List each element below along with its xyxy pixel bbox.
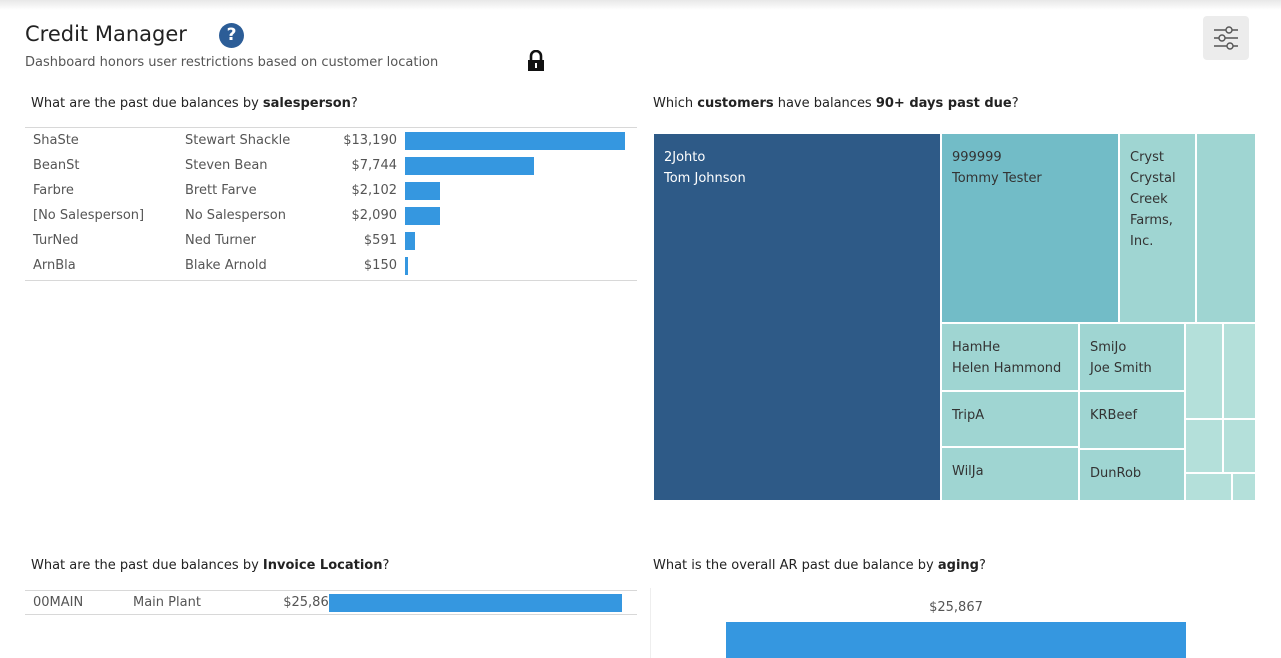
table-row[interactable]: TurNed Ned Turner $591 bbox=[25, 228, 637, 253]
salesperson-name: Blake Arnold bbox=[185, 258, 267, 273]
title-suffix: ? bbox=[382, 558, 390, 573]
top-shadow-bar bbox=[0, 0, 1281, 10]
customer-code: WilJa bbox=[952, 464, 984, 479]
customer-code: TripA bbox=[952, 408, 985, 423]
location-chart-title: What are the past due balances by Invoic… bbox=[31, 558, 389, 573]
table-row[interactable]: BeanSt Steven Bean $7,744 bbox=[25, 153, 637, 178]
customer-code: HamHe bbox=[952, 340, 1001, 355]
table-row[interactable]: Farbre Brett Farve $2,102 bbox=[25, 178, 637, 203]
treemap-cell[interactable]: SmiJo Joe Smith bbox=[1079, 323, 1185, 391]
customer-code: DunRob bbox=[1090, 466, 1142, 481]
balance-value: $2,090 bbox=[351, 208, 398, 223]
title-suffix: ? bbox=[1011, 96, 1019, 111]
aging-bar[interactable] bbox=[726, 622, 1186, 658]
location-bar[interactable] bbox=[329, 594, 622, 612]
customer-name: Helen Hammond bbox=[952, 361, 1062, 376]
balance-bar[interactable] bbox=[405, 232, 415, 250]
balance-value: $7,744 bbox=[351, 158, 398, 173]
treemap-cell[interactable] bbox=[1185, 473, 1232, 501]
title-prefix: What are the past due balances by bbox=[31, 96, 263, 111]
customer-name: Crystal Creek Farms, Inc. bbox=[1130, 171, 1176, 249]
salesperson-code: ArnBla bbox=[33, 258, 76, 273]
balance-value: $13,190 bbox=[343, 133, 397, 148]
title-bold: salesperson bbox=[262, 96, 351, 111]
salesperson-code: TurNed bbox=[33, 233, 79, 248]
title-suffix: ? bbox=[350, 96, 358, 111]
sliders-icon bbox=[1214, 26, 1238, 50]
balance-value: $150 bbox=[363, 258, 397, 273]
lock-icon bbox=[528, 50, 544, 71]
treemap-cell[interactable] bbox=[1196, 133, 1256, 323]
salesperson-name: Ned Turner bbox=[185, 233, 257, 248]
treemap-cell[interactable] bbox=[1223, 323, 1256, 419]
aging-chart-title: What is the overall AR past due balance … bbox=[653, 558, 986, 573]
salesperson-code: Farbre bbox=[33, 183, 74, 198]
treemap-cell[interactable]: WilJa bbox=[941, 447, 1079, 501]
treemap-cell[interactable] bbox=[1223, 419, 1256, 473]
customer-name: Joe Smith bbox=[1090, 361, 1152, 376]
customer-code: 999999 bbox=[952, 150, 1002, 165]
aging-value-label: $25,867 bbox=[929, 600, 983, 615]
treemap-cell[interactable] bbox=[1232, 473, 1256, 501]
title-bold: Invoice Location bbox=[262, 558, 383, 573]
balance-bar[interactable] bbox=[405, 207, 440, 225]
treemap-cell[interactable]: Cryst Crystal Creek Farms, Inc. bbox=[1119, 133, 1196, 323]
treemap-cell[interactable]: HamHe Helen Hammond bbox=[941, 323, 1079, 391]
filter-settings-button[interactable] bbox=[1203, 16, 1249, 60]
customer-code: 2Johto bbox=[664, 150, 706, 165]
location-value: $25,867 bbox=[283, 595, 337, 610]
title-suffix: ? bbox=[979, 558, 986, 573]
customer-code: KRBeef bbox=[1090, 408, 1138, 423]
title-prefix: What are the past due balances by bbox=[31, 558, 263, 573]
salesperson-code: BeanSt bbox=[33, 158, 80, 173]
treemap-cell[interactable]: 999999 Tommy Tester bbox=[941, 133, 1119, 323]
salesperson-table: ShaSte Stewart Shackle $13,190 BeanSt Steven… bbox=[25, 127, 637, 281]
table-row[interactable]: [No Salesperson] No Salesperson $2,090 bbox=[25, 203, 637, 228]
title-bold: customers bbox=[697, 96, 774, 111]
salesperson-name: No Salesperson bbox=[185, 208, 286, 223]
balance-value: $2,102 bbox=[351, 183, 398, 198]
balance-bar[interactable] bbox=[405, 182, 441, 200]
salesperson-code: [No Salesperson] bbox=[33, 208, 145, 223]
table-row[interactable]: ShaSte Stewart Shackle $13,190 bbox=[25, 128, 637, 153]
title-bold: aging bbox=[937, 558, 979, 573]
treemap-cell[interactable] bbox=[1185, 419, 1223, 473]
treemap-cell[interactable] bbox=[1185, 323, 1223, 419]
balance-bar[interactable] bbox=[405, 132, 625, 150]
customer-code: SmiJo bbox=[1090, 340, 1127, 355]
aging-chart: $25,867 bbox=[650, 588, 1256, 658]
treemap-cell[interactable]: KRBeef bbox=[1079, 391, 1185, 449]
customer-name: Tom Johnson bbox=[664, 171, 746, 186]
location-name: Main Plant bbox=[133, 595, 201, 610]
customer-code: Cryst bbox=[1130, 150, 1164, 165]
customers-treemap: 2Johto Tom Johnson 999999 Tommy Tester C… bbox=[653, 133, 1256, 501]
app-title: Credit Manager bbox=[25, 22, 187, 46]
customers-chart-title: Which customers have balances 90+ days p… bbox=[653, 96, 1019, 111]
location-table: 00MAIN Main Plant $25,867 bbox=[25, 590, 637, 615]
salesperson-name: Stewart Shackle bbox=[185, 133, 291, 148]
balance-bar[interactable] bbox=[405, 157, 535, 175]
title-bold: 90+ days past due bbox=[875, 96, 1012, 111]
salesperson-code: ShaSte bbox=[33, 133, 79, 148]
treemap-cell[interactable]: TripA bbox=[941, 391, 1079, 447]
balance-bar[interactable] bbox=[405, 257, 408, 275]
treemap-cell[interactable]: 2Johto Tom Johnson bbox=[653, 133, 941, 501]
customer-name: Tommy Tester bbox=[952, 171, 1042, 186]
salesperson-chart-title: What are the past due balances by salesp… bbox=[31, 96, 358, 111]
location-code: 00MAIN bbox=[33, 595, 84, 610]
question-mark-icon[interactable]: ? bbox=[219, 23, 244, 48]
dashboard-subtitle: Dashboard honors user restrictions based… bbox=[25, 55, 439, 70]
title-prefix: What is the overall AR past due balance … bbox=[653, 558, 938, 573]
salesperson-name: Brett Farve bbox=[185, 183, 257, 198]
treemap-cell[interactable]: DunRob bbox=[1079, 449, 1185, 501]
table-row[interactable]: ArnBla Blake Arnold $150 bbox=[25, 253, 637, 278]
title-mid: have balances bbox=[773, 96, 876, 111]
balance-value: $591 bbox=[363, 233, 397, 248]
salesperson-name: Steven Bean bbox=[185, 158, 268, 173]
title-prefix: Which bbox=[653, 96, 698, 111]
